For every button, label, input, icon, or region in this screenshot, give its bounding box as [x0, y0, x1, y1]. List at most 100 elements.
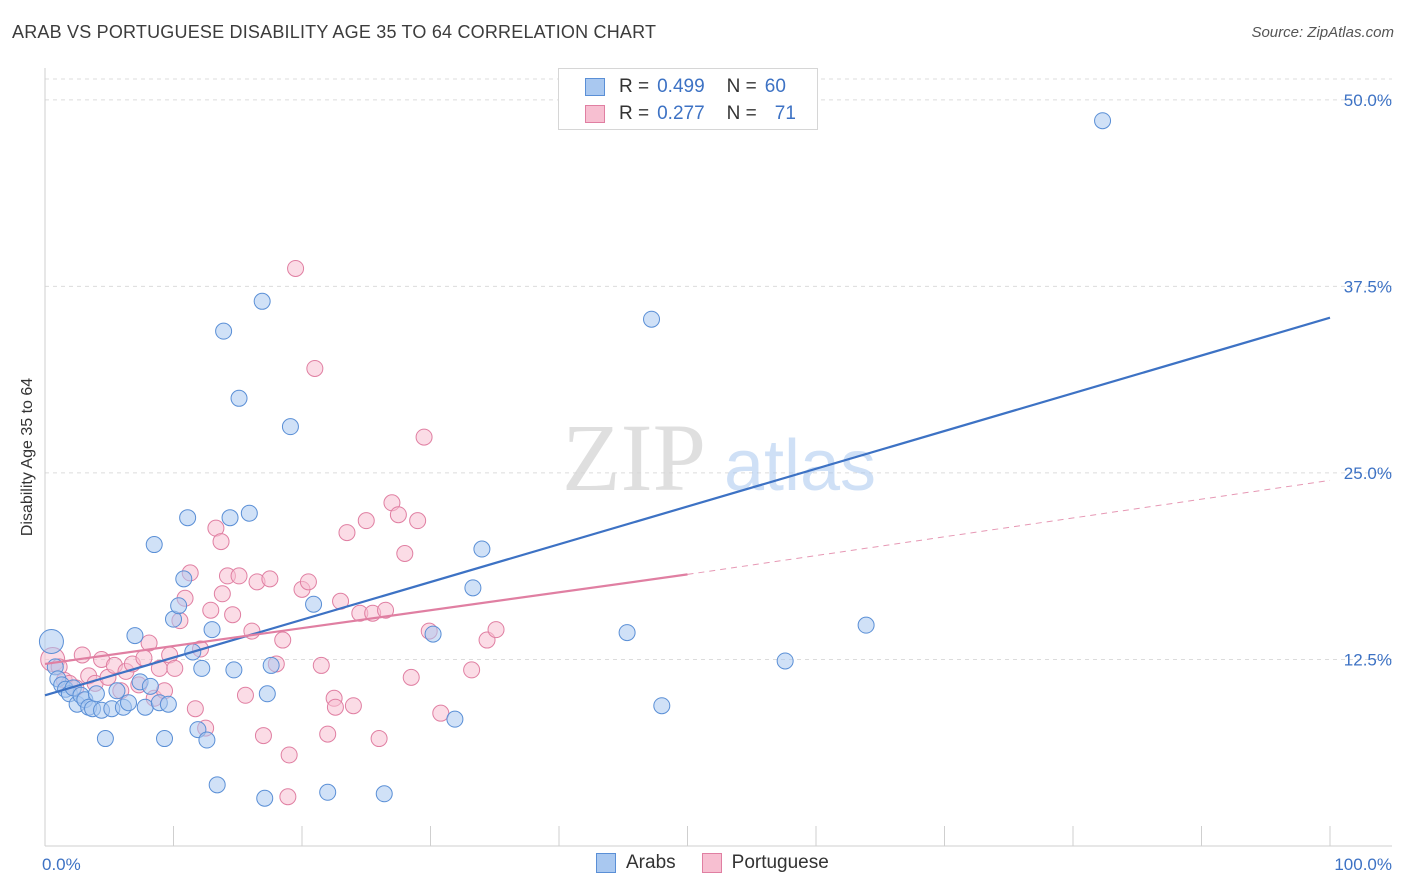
portuguese-point [389, 506, 407, 524]
portuguese-point [140, 634, 158, 652]
swatch-portuguese [701, 853, 722, 873]
arabs-point [175, 570, 193, 588]
arabs-point [424, 625, 442, 643]
arabs-point [446, 710, 464, 728]
y-tick-label: 12.5% [1344, 650, 1392, 669]
arabs-point [136, 698, 154, 716]
portuguese-point [213, 585, 231, 603]
portuguese-point [230, 567, 248, 585]
portuguese-point [274, 631, 292, 649]
series-legend: Arabs Portuguese [596, 852, 855, 874]
legend-n-value: 60 [764, 76, 786, 97]
legend-row-arabs: R = 0.499 N = 60 [585, 75, 786, 99]
arabs-point [281, 418, 299, 436]
arabs-point [464, 579, 482, 597]
portuguese-point [166, 659, 184, 677]
correlation-legend: R = 0.499 N = 60 R = 0.277 N = 71 [558, 68, 818, 130]
watermark-atlas: atlas [724, 426, 876, 506]
portuguese-point [212, 533, 230, 551]
legend-row-portuguese: R = 0.277 N = 71 [585, 102, 796, 126]
arabs-point [473, 540, 491, 558]
legend-r-value: 0.499 [657, 76, 705, 97]
portuguese-point [224, 606, 242, 624]
arabs-point [375, 785, 393, 803]
legend-item-portuguese[interactable]: Portuguese [701, 852, 829, 874]
portuguese-point [254, 727, 272, 745]
arabs-point [776, 652, 794, 670]
portuguese-trend-line [44, 573, 688, 666]
y-tick-label: 37.5% [1344, 277, 1392, 296]
axes [44, 68, 1392, 847]
arabs-point [87, 685, 105, 703]
arabs-points [38, 112, 1112, 807]
legend-r-label: R = [619, 76, 650, 97]
legend-n-label: N = [726, 103, 757, 124]
arabs-point [1094, 112, 1112, 130]
arabs-point [141, 677, 159, 695]
y-tick-label: 50.0% [1344, 91, 1392, 110]
arabs-point [145, 536, 163, 554]
portuguese-point [344, 697, 362, 715]
portuguese-point [280, 746, 298, 764]
arabs-point [618, 624, 636, 642]
arabs-point [319, 783, 337, 801]
arabs-point [38, 629, 64, 655]
portuguese-point [338, 524, 356, 542]
x-tick-label: 0.0% [42, 855, 81, 874]
portuguese-point [377, 601, 395, 619]
portuguese-point [299, 573, 317, 591]
arabs-point [215, 322, 233, 340]
arabs-point [305, 595, 323, 613]
arabs-point [170, 597, 188, 615]
arabs-point [126, 627, 144, 645]
arabs-point [240, 504, 258, 522]
legend-label-arabs: Arabs [626, 852, 676, 873]
arabs-point [208, 776, 226, 794]
arabs-point [96, 730, 114, 748]
arabs-point [203, 621, 221, 639]
portuguese-point [357, 512, 375, 530]
arabs-point [120, 694, 138, 712]
portuguese-point [202, 601, 220, 619]
portuguese-points [40, 259, 505, 806]
arabs-point [108, 682, 126, 700]
watermark: ZIP atlas [562, 404, 876, 511]
arabs-point [221, 509, 239, 527]
x-tick-label: 100.0% [1334, 855, 1392, 874]
portuguese-point [312, 656, 330, 674]
portuguese-point [279, 788, 297, 806]
portuguese-trend-extension [687, 479, 1331, 575]
portuguese-point [396, 545, 414, 563]
legend-n-label: N = [726, 76, 757, 97]
swatch-arabs [596, 853, 616, 873]
arabs-point [643, 310, 661, 328]
portuguese-point [370, 730, 388, 748]
arabs-point [198, 731, 216, 749]
trend-lines [44, 316, 1331, 697]
legend-r-value: 0.277 [657, 103, 705, 124]
gridlines [45, 78, 1392, 660]
arabs-point [653, 697, 671, 715]
portuguese-point [487, 621, 505, 639]
source-credit: Source: ZipAtlas.com [1251, 24, 1394, 41]
arabs-point [857, 616, 875, 634]
arabs-point [193, 659, 211, 677]
portuguese-point [415, 428, 433, 446]
legend-swatch-arabs [585, 78, 605, 96]
portuguese-point [287, 259, 305, 277]
legend-swatch-portuguese [585, 105, 605, 123]
legend-label-portuguese: Portuguese [731, 852, 829, 873]
tick-labels: 12.5% 25.0% 37.5% 50.0% 0.0% 100.0% [42, 91, 1392, 874]
arabs-point [159, 695, 177, 713]
portuguese-point [319, 725, 337, 743]
portuguese-point [306, 359, 324, 377]
y-tick-label: 25.0% [1344, 464, 1392, 483]
portuguese-point [186, 700, 204, 718]
legend-n-value: 71 [774, 103, 796, 124]
arabs-point [225, 661, 243, 679]
legend-item-arabs[interactable]: Arabs [596, 852, 676, 874]
chart-title: ARAB VS PORTUGUESE DISABILITY AGE 35 TO … [12, 22, 657, 42]
legend-r-label: R = [619, 103, 650, 124]
portuguese-point [432, 704, 450, 722]
